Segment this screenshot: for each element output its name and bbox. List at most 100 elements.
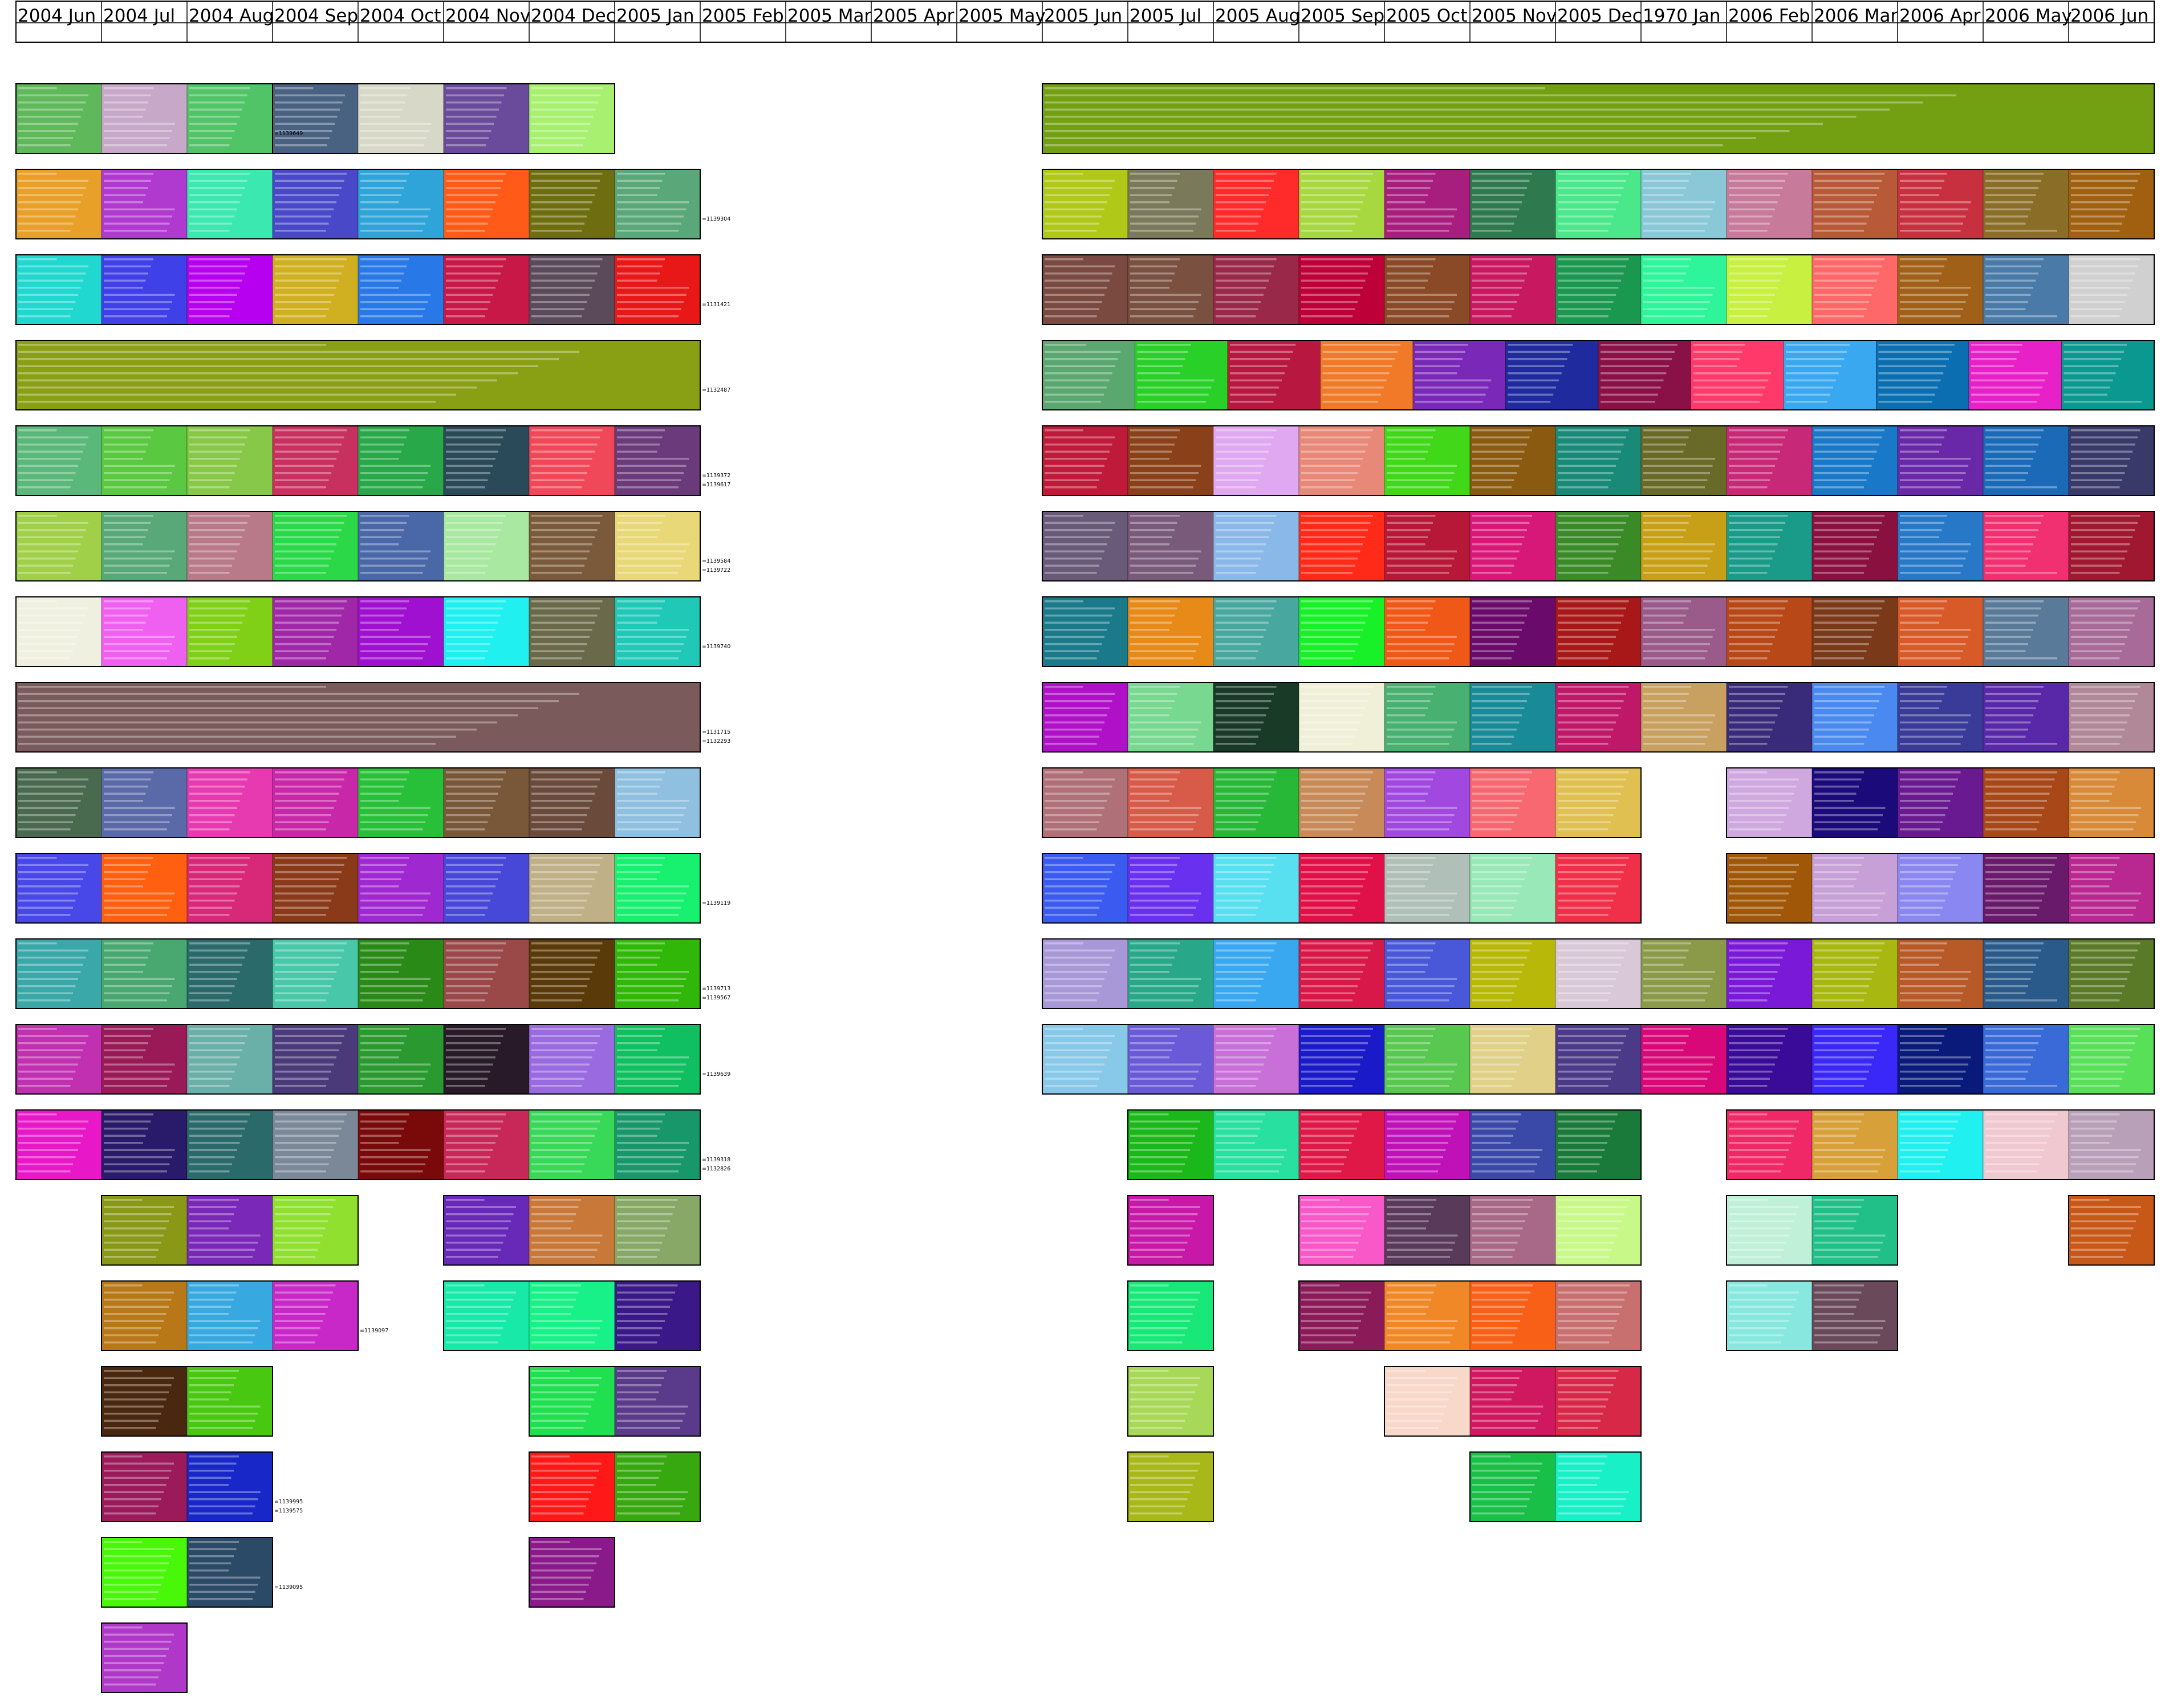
tile-text-line bbox=[360, 144, 424, 147]
tile-text-line bbox=[1558, 1042, 1624, 1044]
tile-text-line bbox=[1415, 379, 1492, 381]
tile-text-line bbox=[189, 949, 247, 951]
changelist-tile bbox=[1042, 853, 1128, 924]
tile-text-line bbox=[18, 771, 57, 774]
tile-text-line bbox=[1387, 1149, 1446, 1151]
tile-text-line bbox=[617, 1042, 660, 1044]
tile-text-line bbox=[1985, 287, 2033, 289]
tile-text-line bbox=[1230, 393, 1277, 396]
tile-text-line bbox=[617, 1128, 660, 1130]
tile-text-line bbox=[1130, 693, 1177, 695]
tile-text-line bbox=[1216, 636, 1264, 638]
tile-text-line bbox=[189, 621, 242, 624]
tile-text-line bbox=[1900, 900, 1945, 902]
changelist-tile bbox=[1811, 1280, 1898, 1351]
tile-text-line bbox=[1130, 615, 1175, 617]
tile-text-line bbox=[446, 885, 495, 888]
tile-text-line bbox=[446, 550, 493, 552]
tile-text-line bbox=[531, 308, 584, 310]
tile-text-line bbox=[189, 529, 245, 531]
tile-text-line bbox=[531, 949, 600, 951]
tile-text-line bbox=[1472, 1227, 1523, 1230]
tile-text-line bbox=[275, 971, 336, 973]
tile-text-line bbox=[1472, 807, 1520, 809]
tile-text-line bbox=[189, 1505, 255, 1507]
tile-text-line bbox=[189, 230, 230, 232]
tile-text-line bbox=[1301, 600, 1373, 603]
tile-text-line bbox=[1472, 1063, 1520, 1066]
tile-text-line bbox=[1045, 963, 1110, 966]
tile-text-line bbox=[1301, 906, 1355, 909]
tile-text-line bbox=[446, 265, 503, 267]
tile-text-line bbox=[1558, 429, 1629, 432]
tile-text-line bbox=[275, 1142, 336, 1144]
tile-text-line bbox=[1216, 615, 1272, 617]
changelist-tile bbox=[443, 1024, 530, 1095]
tile-text-line bbox=[275, 301, 331, 303]
tile-text-line bbox=[1472, 971, 1522, 973]
tile-text-line bbox=[1387, 885, 1425, 888]
tile-text-line bbox=[1472, 1028, 1532, 1030]
tile-text-line bbox=[1900, 536, 1939, 538]
tile-text-line bbox=[18, 892, 78, 894]
tile-text-line bbox=[189, 301, 235, 303]
tile-text-line bbox=[531, 1077, 584, 1080]
tile-text-line bbox=[1472, 1405, 1544, 1408]
tile-text-line bbox=[1729, 230, 1768, 232]
tile-text-line bbox=[1387, 294, 1457, 296]
tile-text-line bbox=[1216, 1128, 1260, 1130]
tile-text-line bbox=[104, 1234, 164, 1237]
changelist-tile bbox=[15, 83, 102, 154]
changelist-tile bbox=[614, 254, 701, 325]
tile-text-line bbox=[275, 230, 326, 232]
tile-text-line bbox=[1387, 1227, 1426, 1230]
changelist-tile bbox=[1469, 169, 1556, 239]
tile-text-line bbox=[1387, 864, 1433, 866]
tile-text-line bbox=[18, 465, 78, 467]
tile-text-line bbox=[104, 215, 172, 218]
changelist-tile bbox=[1691, 340, 1784, 410]
tile-text-line bbox=[1045, 892, 1104, 894]
tile-text-line bbox=[18, 458, 81, 460]
tile-text-line bbox=[189, 1462, 237, 1465]
tile-text-line bbox=[275, 436, 344, 438]
tile-text-line bbox=[275, 942, 347, 945]
tile-text-line bbox=[1900, 558, 1966, 560]
tile-text-line bbox=[531, 558, 587, 560]
tile-text-line bbox=[1130, 187, 1175, 189]
tile-text-line bbox=[1900, 607, 1944, 609]
tile-text-line bbox=[1729, 985, 1773, 987]
tile-text-line bbox=[104, 1669, 161, 1672]
tile-text-line bbox=[1216, 1085, 1256, 1087]
tile-text-line bbox=[617, 1370, 667, 1372]
tile-text-line bbox=[275, 564, 329, 567]
tile-text-line bbox=[1900, 258, 1947, 261]
tile-text-line bbox=[1814, 871, 1859, 873]
tile-text-line bbox=[1045, 543, 1107, 546]
tile-text-line bbox=[1216, 828, 1256, 831]
bug-id-label: =1131421 bbox=[702, 302, 730, 308]
tile-text-line bbox=[617, 878, 657, 880]
tile-text-line bbox=[360, 1085, 423, 1087]
tile-text-line bbox=[1045, 906, 1099, 909]
tile-text-line bbox=[275, 1320, 323, 1322]
tile-text-line bbox=[1558, 900, 1614, 902]
tile-text-line bbox=[1472, 1291, 1530, 1294]
changelist-tile bbox=[1983, 254, 2069, 325]
changelist-tile bbox=[15, 938, 102, 1009]
tile-text-line bbox=[1387, 1341, 1450, 1344]
tile-text-line bbox=[275, 173, 347, 175]
tile-text-line bbox=[1693, 344, 1745, 346]
tile-text-line bbox=[531, 1113, 603, 1116]
tile-text-line bbox=[1137, 358, 1185, 360]
tile-text-line bbox=[617, 629, 689, 631]
tile-text-line bbox=[1472, 786, 1527, 788]
tile-text-line bbox=[1814, 187, 1879, 189]
tile-text-line bbox=[1900, 1163, 1943, 1165]
tile-text-line bbox=[1814, 265, 1882, 267]
tile-text-line bbox=[1301, 515, 1373, 517]
tile-text-line bbox=[1900, 1085, 1961, 1087]
tile-text-line bbox=[2071, 1249, 2126, 1251]
release-group bbox=[15, 1109, 701, 1180]
tile-text-line bbox=[189, 900, 235, 902]
